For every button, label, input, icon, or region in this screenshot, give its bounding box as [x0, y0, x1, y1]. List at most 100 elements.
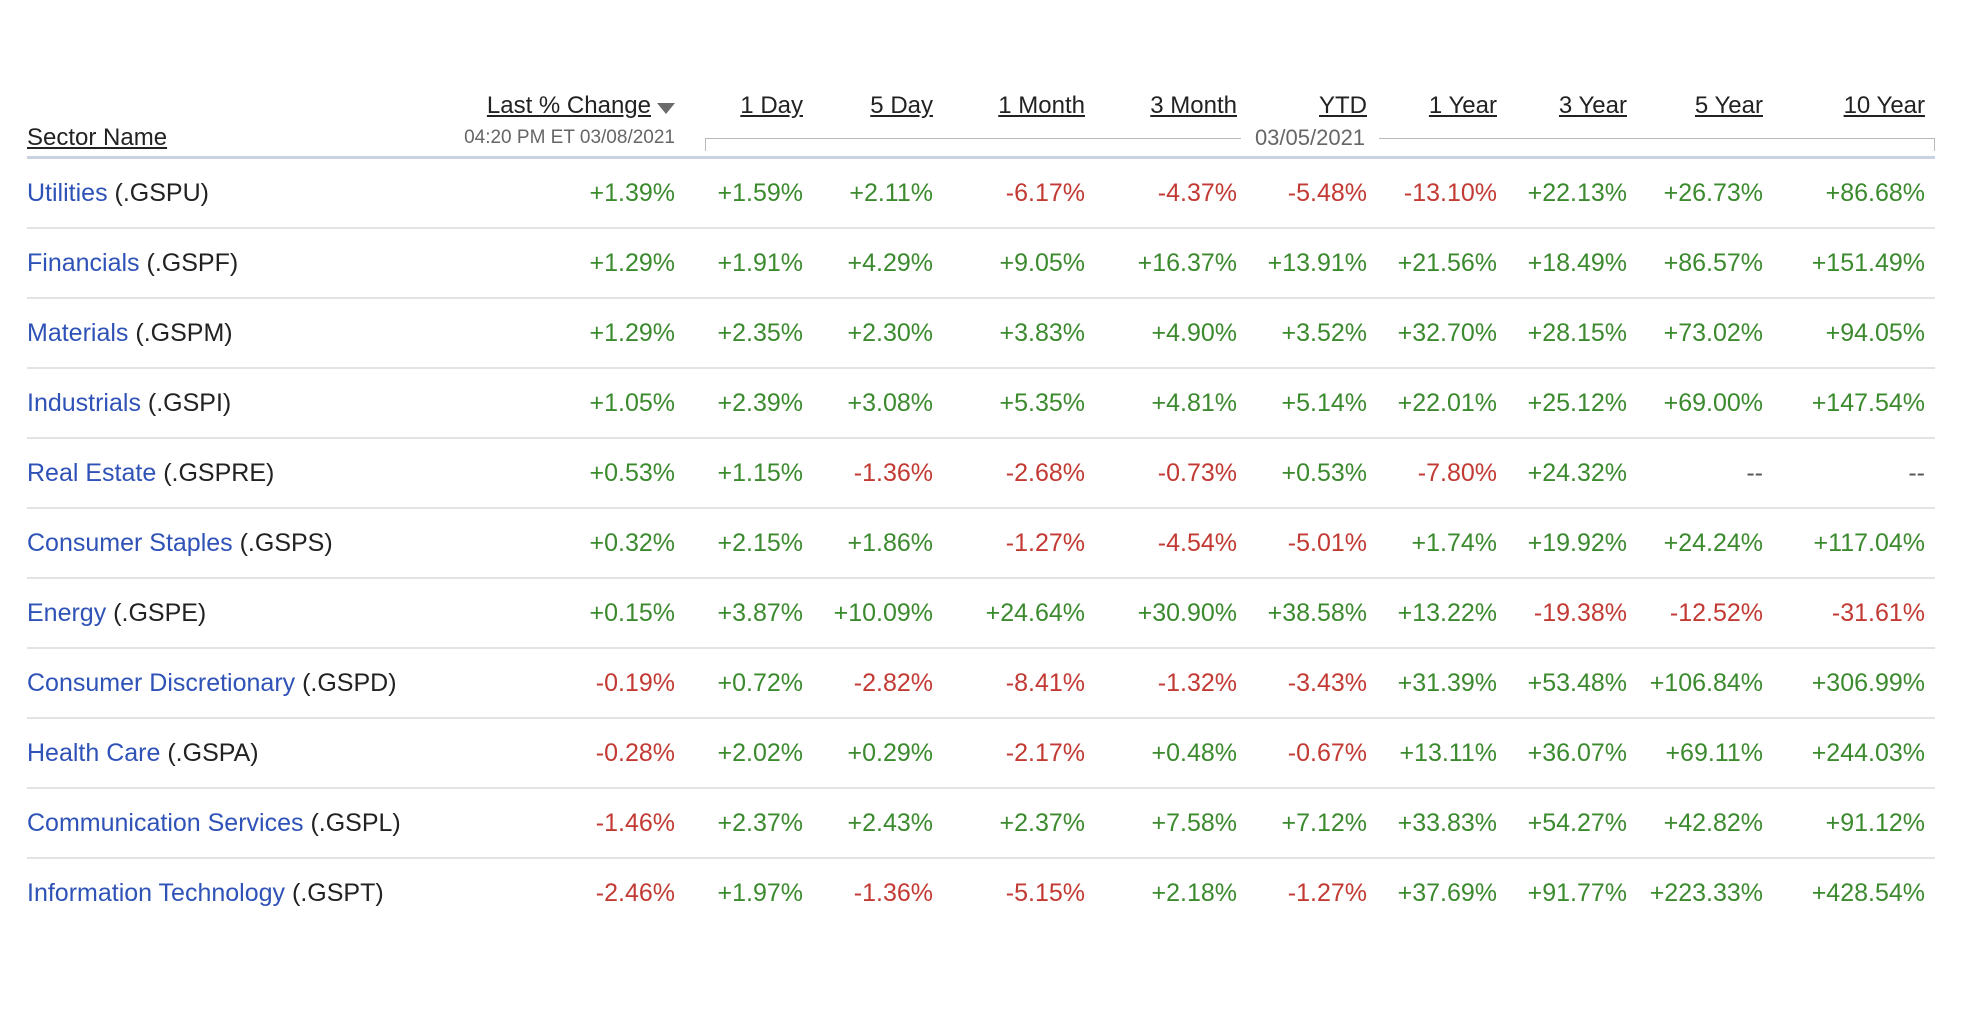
col-head-3-year-label[interactable]: 3 Year — [1558, 92, 1627, 119]
cell-year5: +69.00% — [1637, 368, 1773, 439]
cell-year10: +244.03% — [1773, 718, 1935, 789]
col-head-last-change[interactable]: Last % Change — [415, 86, 685, 120]
col-head-sector-name-label[interactable]: Sector Name — [27, 124, 168, 151]
sector-name-link[interactable]: Financials — [27, 249, 140, 277]
sector-name-link[interactable]: Real Estate — [27, 459, 157, 487]
col-head-5-year[interactable]: 5 Year — [1637, 86, 1773, 120]
sector-symbol: (.GSPT) — [292, 879, 384, 907]
cell-year10: +147.54% — [1773, 368, 1935, 439]
cell-month3: +4.90% — [1095, 298, 1247, 369]
cell-year1: +33.83% — [1377, 788, 1507, 859]
period-date: 03/05/2021 — [1240, 125, 1380, 150]
cell-last: -1.46% — [415, 788, 685, 859]
sector-name-link[interactable]: Consumer Staples — [27, 529, 233, 557]
cell-month1: -5.15% — [1005, 878, 1085, 907]
sector-name-link[interactable]: Information Technology — [27, 879, 286, 907]
cell-day5: +3.08% — [813, 368, 943, 439]
cell-last: -2.46% — [595, 878, 675, 907]
col-head-10-year[interactable]: 10 Year — [1773, 86, 1935, 120]
cell-month3: -1.32% — [1095, 648, 1247, 719]
header-spacer — [27, 86, 415, 120]
cell-last: +1.39% — [415, 157, 685, 229]
sector-name-link[interactable]: Energy — [27, 599, 107, 627]
sector-symbol: (.GSPE) — [113, 599, 207, 627]
cell-year10: +151.49% — [1773, 228, 1935, 299]
cell-ytd: +5.14% — [1247, 368, 1377, 439]
cell-year5: -12.52% — [1637, 578, 1773, 649]
col-head-1-day-label[interactable]: 1 Day — [740, 92, 803, 119]
cell-month1: +24.64% — [943, 578, 1095, 649]
cell-month1: +5.35% — [943, 368, 1095, 439]
sort-descending-icon[interactable] — [657, 103, 675, 115]
col-head-3-year[interactable]: 3 Year — [1507, 86, 1637, 120]
sector-cell: Consumer Discretionary (.GSPD) — [27, 648, 415, 719]
cell-day1: +2.02% — [685, 718, 813, 789]
period-date-wrap: 03/05/2021 — [685, 125, 1935, 151]
col-head-ytd[interactable]: YTD — [1247, 86, 1377, 120]
col-head-1-year[interactable]: 1 Year — [1377, 86, 1507, 120]
cell-day1: +0.72% — [685, 648, 813, 719]
cell-last: -0.28% — [415, 718, 685, 789]
col-head-3-month[interactable]: 3 Month — [1095, 86, 1247, 120]
cell-year1: +1.74% — [1377, 508, 1507, 579]
cell-day1: +2.35% — [685, 298, 813, 369]
cell-year1: +13.22% — [1377, 578, 1507, 649]
sector-name-link[interactable]: Materials — [27, 319, 129, 347]
col-head-3-month-label[interactable]: 3 Month — [1150, 92, 1237, 119]
cell-ytd: +0.53% — [1247, 438, 1377, 509]
cell-day5: +2.30% — [813, 298, 943, 369]
cell-year1: +21.56% — [1377, 228, 1507, 299]
sector-name-link[interactable]: Industrials — [27, 389, 141, 417]
cell-day5: -1.36% — [853, 878, 933, 907]
col-head-5-day-label[interactable]: 5 Day — [870, 92, 933, 119]
col-head-1-month-label[interactable]: 1 Month — [998, 92, 1085, 119]
cell-year3: +91.77% — [1527, 878, 1627, 907]
sector-cell: Information Technology (.GSPT) — [27, 858, 415, 927]
sector-symbol: (.GSPU) — [114, 179, 209, 207]
col-head-5-year-label[interactable]: 5 Year — [1694, 92, 1763, 119]
cell-month3: +30.90% — [1095, 578, 1247, 649]
cell-year3: +28.15% — [1507, 298, 1637, 369]
cell-year5: +106.84% — [1637, 648, 1773, 719]
sector-name-link[interactable]: Health Care — [27, 739, 161, 767]
cell-day1: +1.91% — [685, 228, 813, 299]
cell-year10: +117.04% — [1773, 508, 1935, 579]
cell-year10: -- — [1773, 438, 1935, 509]
sector-name-link[interactable]: Utilities — [27, 179, 108, 207]
cell-year5: -- — [1637, 438, 1773, 509]
cell-year10: +86.68% — [1773, 157, 1935, 229]
cell-day5: +0.29% — [813, 718, 943, 789]
cell-year10: -31.61% — [1773, 578, 1935, 649]
cell-ytd: -5.48% — [1247, 157, 1377, 229]
sector-name-link[interactable]: Communication Services — [27, 809, 304, 837]
cell-year10: +428.54% — [1811, 878, 1925, 907]
sector-cell: Financials (.GSPF) — [27, 228, 415, 299]
period-date-bracket: 03/05/2021 — [685, 120, 1935, 159]
cell-year5: +86.57% — [1637, 228, 1773, 299]
cell-year3: -19.38% — [1507, 578, 1637, 649]
cell-year1: +31.39% — [1377, 648, 1507, 719]
sector-name-link[interactable]: Consumer Discretionary — [27, 669, 296, 697]
col-head-last-change-label[interactable]: Last % Change — [486, 92, 651, 119]
cell-day5: -2.82% — [813, 648, 943, 719]
cell-month3: +16.37% — [1095, 228, 1247, 299]
cell-ytd: +38.58% — [1247, 578, 1377, 649]
col-head-10-year-label[interactable]: 10 Year — [1843, 92, 1925, 119]
cell-month1: -8.41% — [943, 648, 1095, 719]
col-head-1-month[interactable]: 1 Month — [943, 86, 1095, 120]
col-head-sector-name[interactable]: Sector Name — [27, 120, 415, 159]
table-header: Last % Change 1 Day 5 Day 1 Month 3 Mont… — [27, 86, 1935, 159]
cell-year1: -7.80% — [1377, 438, 1507, 509]
cell-day1: +2.37% — [685, 788, 813, 859]
col-head-1-day[interactable]: 1 Day — [685, 86, 813, 120]
col-head-ytd-label[interactable]: YTD — [1319, 92, 1367, 119]
col-head-1-year-label[interactable]: 1 Year — [1428, 92, 1497, 119]
sector-performance-table: Last % Change 1 Day 5 Day 1 Month 3 Mont… — [27, 86, 1935, 927]
cell-last: +0.15% — [415, 578, 685, 649]
cell-year5: +24.24% — [1637, 508, 1773, 579]
col-head-5-day[interactable]: 5 Day — [813, 86, 943, 120]
sector-cell: Utilities (.GSPU) — [27, 157, 415, 229]
cell-day5: +4.29% — [813, 228, 943, 299]
sector-symbol: (.GSPS) — [239, 529, 333, 557]
sector-symbol: (.GSPF) — [146, 249, 239, 277]
